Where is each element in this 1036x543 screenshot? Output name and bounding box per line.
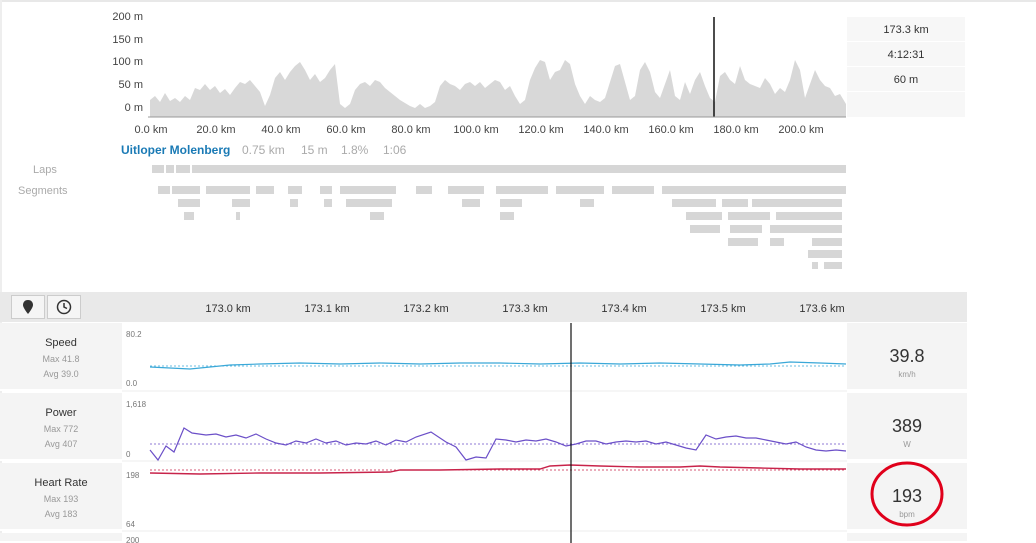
- heart-rate-stream-label: [0, 463, 122, 531]
- power-unit: W: [903, 440, 911, 449]
- axis-km-label: 173.3 km: [502, 303, 548, 315]
- power-avg: Avg 407: [44, 439, 78, 449]
- power-axis-min: 0: [126, 450, 131, 459]
- heart-rate-avg: Avg 183: [44, 509, 78, 519]
- x-label: 200.0 km: [778, 124, 824, 136]
- x-label: 20.0 km: [196, 124, 236, 136]
- x-label: 80.0 km: [391, 124, 431, 136]
- elevation-profile: [148, 17, 846, 118]
- next-stream-panel: [847, 533, 967, 543]
- y-label: 150 m: [112, 34, 143, 46]
- segment-name-link[interactable]: Uitloper Molenberg: [121, 143, 231, 157]
- speed-value: 39.8: [889, 346, 925, 366]
- heart-rate-value-panel: [847, 463, 967, 531]
- power-title: Power: [45, 407, 77, 419]
- heart-rate-title: Heart Rate: [34, 477, 88, 489]
- heart-rate-unit: bpm: [899, 510, 915, 519]
- power-line: [149, 427, 847, 462]
- speed-unit: km/h: [898, 370, 916, 379]
- left-border: [0, 0, 2, 543]
- y-label: 100 m: [112, 56, 143, 68]
- stat-elevation: 60 m: [847, 68, 965, 92]
- heart-rate-line: [149, 464, 846, 475]
- segment-time: 1:06: [383, 143, 407, 157]
- axis-km-label: 173.6 km: [799, 303, 845, 315]
- x-label: 140.0 km: [583, 124, 629, 136]
- top-border: [0, 0, 1036, 2]
- axis-km-label: 173.5 km: [700, 303, 746, 315]
- segment-elevation: 15 m: [301, 143, 328, 157]
- x-label: 100.0 km: [453, 124, 499, 136]
- x-label: 180.0 km: [713, 124, 759, 136]
- x-label: 40.0 km: [261, 124, 301, 136]
- axis-km-label: 173.1 km: [304, 303, 350, 315]
- segment-grade: 1.8%: [341, 143, 369, 157]
- stat-time: 4:12:31: [847, 43, 965, 67]
- y-label: 200 m: [112, 11, 143, 23]
- power-stream-label: [0, 393, 122, 461]
- axis-km-label: 173.0 km: [205, 303, 251, 315]
- map-pin-icon: [23, 300, 33, 314]
- segments-label: Segments: [18, 185, 68, 197]
- speed-avg: Avg 39.0: [43, 369, 79, 379]
- speed-value-panel: [847, 323, 967, 391]
- speed-title: Speed: [45, 337, 77, 349]
- x-label: 60.0 km: [326, 124, 366, 136]
- power-max: Max 772: [43, 424, 79, 434]
- heart-rate-axis-max: 198: [126, 471, 140, 480]
- stream-toolbar: [0, 292, 967, 322]
- power-value-panel: [847, 393, 967, 461]
- segment-distance: 0.75 km: [242, 143, 285, 157]
- time-mode-button[interactable]: [47, 295, 81, 319]
- distance-mode-button[interactable]: [11, 295, 45, 319]
- laps-segments-track[interactable]: [0, 160, 1036, 275]
- stat-distance: 173.3 km: [847, 18, 965, 42]
- x-label: 120.0 km: [518, 124, 564, 136]
- y-label: 0 m: [124, 102, 143, 114]
- heart-rate-axis-min: 64: [126, 520, 135, 529]
- speed-axis-min: 0.0: [126, 379, 138, 388]
- axis-km-label: 173.2 km: [403, 303, 449, 315]
- summary-stats: [847, 17, 965, 117]
- x-label: 160.0 km: [648, 124, 694, 136]
- y-label: 50 m: [118, 79, 143, 91]
- speed-line: [149, 361, 847, 370]
- power-value: 389: [891, 416, 923, 436]
- heart-rate-value: 193: [891, 486, 923, 506]
- stream-plots[interactable]: [0, 323, 1036, 543]
- axis-km-label: 173.4 km: [601, 303, 647, 315]
- speed-stream-label: [0, 323, 122, 391]
- clock-icon: [56, 299, 72, 315]
- annotation-circle: [870, 461, 944, 527]
- next-stream-axis-max: 200: [126, 536, 140, 543]
- next-stream-label: [0, 533, 122, 543]
- speed-axis-max: 80.2: [126, 330, 142, 339]
- elevation-chart[interactable]: 200 m 150 m 100 m 50 m 0 m 0.0 km 20.0 k…: [0, 0, 1036, 140]
- power-axis-max: 1,618: [126, 400, 147, 409]
- speed-max: Max 41.8: [42, 354, 80, 364]
- x-label: 0.0 km: [134, 124, 168, 136]
- laps-label: Laps: [33, 164, 57, 176]
- heart-rate-max: Max 193: [43, 494, 79, 504]
